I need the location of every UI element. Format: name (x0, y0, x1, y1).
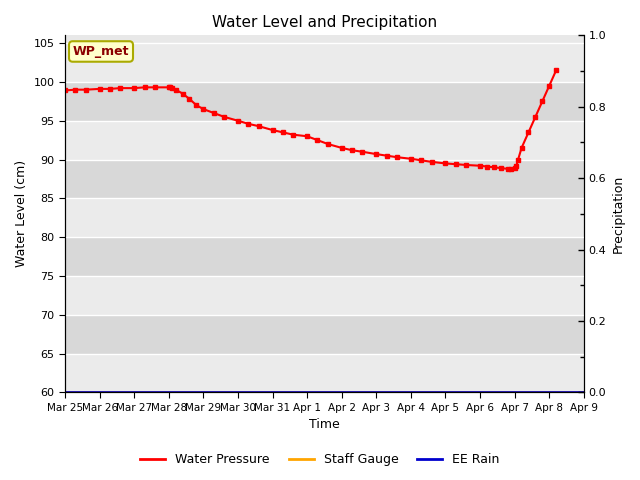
X-axis label: Time: Time (309, 419, 340, 432)
Bar (65, 82, 584, 121)
Text: WP_met: WP_met (73, 45, 129, 58)
Title: Water Level and Precipitation: Water Level and Precipitation (212, 15, 437, 30)
Legend: Water Pressure, Staff Gauge, EE Rain: Water Pressure, Staff Gauge, EE Rain (136, 448, 504, 471)
Bar (65, 159, 584, 198)
Y-axis label: Precipitation: Precipitation (612, 175, 625, 253)
Bar (65, 315, 584, 354)
Bar (65, 43, 584, 82)
Bar (65, 198, 584, 237)
Bar (65, 354, 584, 393)
Y-axis label: Water Level (cm): Water Level (cm) (15, 160, 28, 267)
Bar (65, 237, 584, 276)
Bar (65, 121, 584, 159)
Bar (65, 276, 584, 315)
